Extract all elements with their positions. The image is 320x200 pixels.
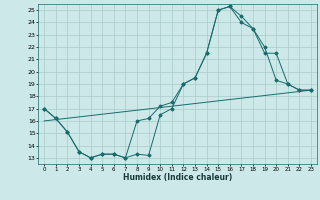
X-axis label: Humidex (Indice chaleur): Humidex (Indice chaleur) bbox=[123, 173, 232, 182]
